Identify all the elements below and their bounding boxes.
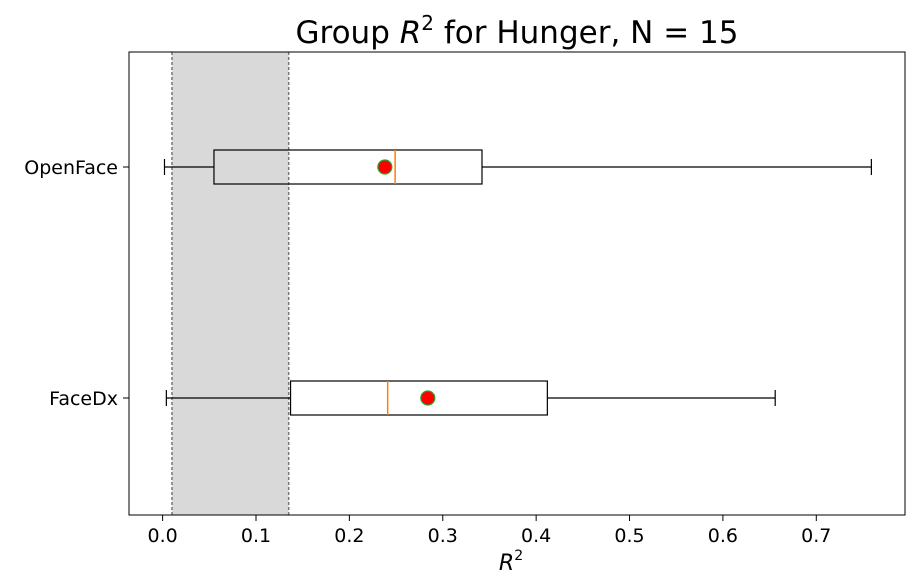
boxes-layer xyxy=(163,149,872,416)
x-tick-label: 0.0 xyxy=(148,525,178,547)
y-tick-label: OpenFace xyxy=(24,157,118,179)
x-tick-label: 0.2 xyxy=(334,525,364,547)
x-tick-label: 0.3 xyxy=(428,525,458,547)
x-tick-label: 0.1 xyxy=(241,525,271,547)
plot-frame xyxy=(128,51,906,516)
x-tick-label: 0.5 xyxy=(614,525,644,547)
mean-marker xyxy=(377,159,393,175)
y-axis-ticks: OpenFace FaceDx xyxy=(24,157,129,410)
mean-marker xyxy=(420,390,436,406)
title-symbol: R xyxy=(400,15,422,51)
xlabel-symbol: R xyxy=(499,551,514,576)
shaded-band xyxy=(171,52,289,515)
x-axis-label: R2 xyxy=(499,548,523,576)
y-tick-label: FaceDx xyxy=(49,388,118,410)
box-facedx xyxy=(165,380,776,416)
iqr-box xyxy=(289,380,548,416)
title-prefix: Group xyxy=(296,15,400,51)
x-tick-label: 0.6 xyxy=(708,525,738,547)
chart-title: Group R2 for Hunger, N = 15 xyxy=(296,11,739,51)
x-tick-label: 0.4 xyxy=(521,525,551,547)
x-tick-label: 0.7 xyxy=(801,525,831,547)
iqr-box xyxy=(213,149,483,185)
title-superscript: 2 xyxy=(421,11,434,35)
box-openface xyxy=(163,149,872,185)
xlabel-superscript: 2 xyxy=(514,548,523,564)
x-axis-ticks: 0.0 0.1 0.2 0.3 0.4 0.5 0.6 0.7 xyxy=(148,515,831,547)
title-suffix: for Hunger, N = 15 xyxy=(434,15,738,51)
